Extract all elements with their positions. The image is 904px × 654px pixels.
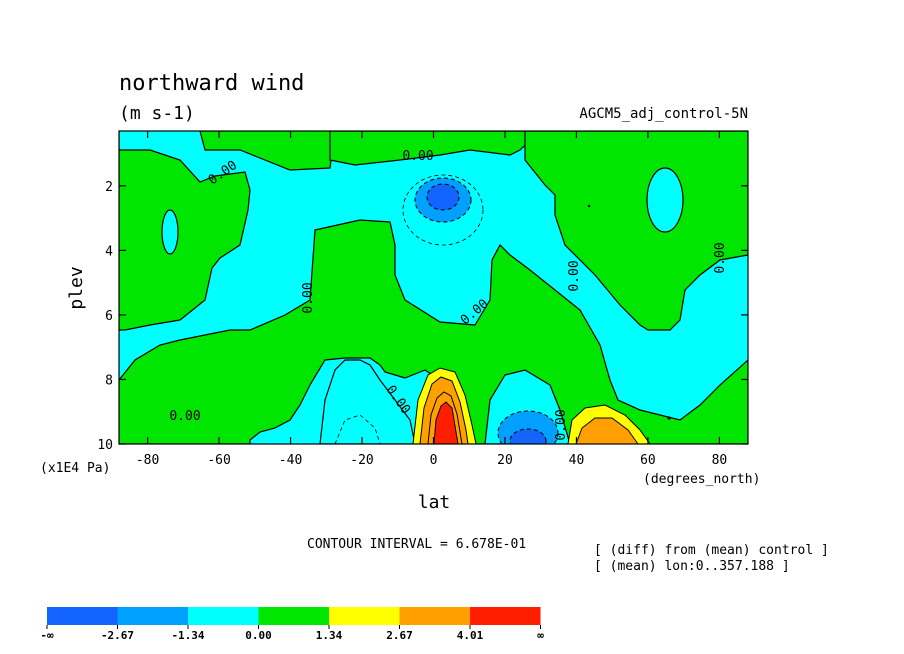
x-tick-label: -20: [350, 453, 373, 468]
info-line-mean: [ (mean) lon:0..357.188 ]: [594, 559, 790, 574]
min-core-lower: [334, 410, 559, 444]
contour-label: 0.00: [301, 282, 316, 313]
plot-area: 0.00 0.00 0.00 0.00 0.00 0.00 0.00 0.00 …: [119, 131, 748, 444]
x-axis: -80 -60 -40 -20 0 20 40 60 80: [136, 131, 727, 468]
colorbar-swatch: [329, 607, 400, 625]
x-axis-title: lat: [418, 492, 451, 513]
max-core-equator: [412, 367, 477, 444]
y-tick-label: 10: [97, 438, 113, 453]
colorbar-label: -∞: [40, 629, 54, 642]
chart-units: (m s-1): [119, 103, 195, 124]
x-tick-label: -40: [279, 453, 302, 468]
contour-label: 0.00: [169, 409, 200, 424]
colorbar-label: ∞: [537, 629, 544, 642]
contour-label: 0.00: [402, 149, 433, 164]
y-axis-title: plev: [66, 266, 87, 309]
y-axis: 2 4 6 8 10: [97, 180, 748, 453]
colorbar-label: 2.67: [386, 629, 413, 642]
x-tick-label: -80: [136, 453, 159, 468]
y-unit-label: (x1E4 Pa): [40, 461, 110, 476]
contour-label: 0.00: [567, 260, 582, 291]
info-line-diff: [ (diff) from (mean) control ]: [594, 543, 829, 558]
colorbar-swatch: [258, 607, 329, 625]
small-marker: [587, 204, 591, 208]
y-tick-label: 8: [105, 373, 113, 388]
x-tick-label: -60: [207, 453, 230, 468]
colorbar-label: -2.67: [101, 629, 134, 642]
y-tick-label: 4: [105, 244, 113, 259]
contour-interval: CONTOUR INTERVAL = 6.678E-01: [307, 537, 526, 552]
x-tick-label: 0: [430, 453, 438, 468]
x-tick-label: 20: [497, 453, 513, 468]
contour-label: 0.00: [713, 242, 728, 273]
contour-label: 0.00: [554, 409, 569, 440]
colorbar-swatch: [188, 607, 259, 625]
colorbar-label: 1.34: [316, 629, 343, 642]
max-core-nh: [567, 404, 651, 444]
x-unit-label: (degrees_north): [643, 472, 760, 487]
dataset-label: AGCM5_adj_control-5N: [579, 106, 748, 122]
x-tick-label: 40: [569, 453, 585, 468]
x-tick-label: 80: [712, 453, 728, 468]
y-tick-label: 2: [105, 180, 113, 195]
colorbar-label: -1.34: [171, 629, 204, 642]
x-tick-label: 60: [640, 453, 656, 468]
colorbar-swatch: [47, 607, 118, 625]
colorbar-swatch: [117, 607, 188, 625]
y-tick-label: 6: [105, 309, 113, 324]
chart-title: northward wind: [119, 71, 304, 96]
colorbar-label: 0.00: [245, 629, 272, 642]
colorbar-swatch: [470, 607, 541, 625]
colorbar-swatch: [399, 607, 470, 625]
small-marker: [667, 416, 671, 420]
min-core-upper: [402, 174, 484, 246]
colorbar-label: 4.01: [457, 629, 484, 642]
colorbar: -∞ -2.67 -1.34 0.00 1.34 2.67 4.01 ∞: [40, 607, 544, 642]
